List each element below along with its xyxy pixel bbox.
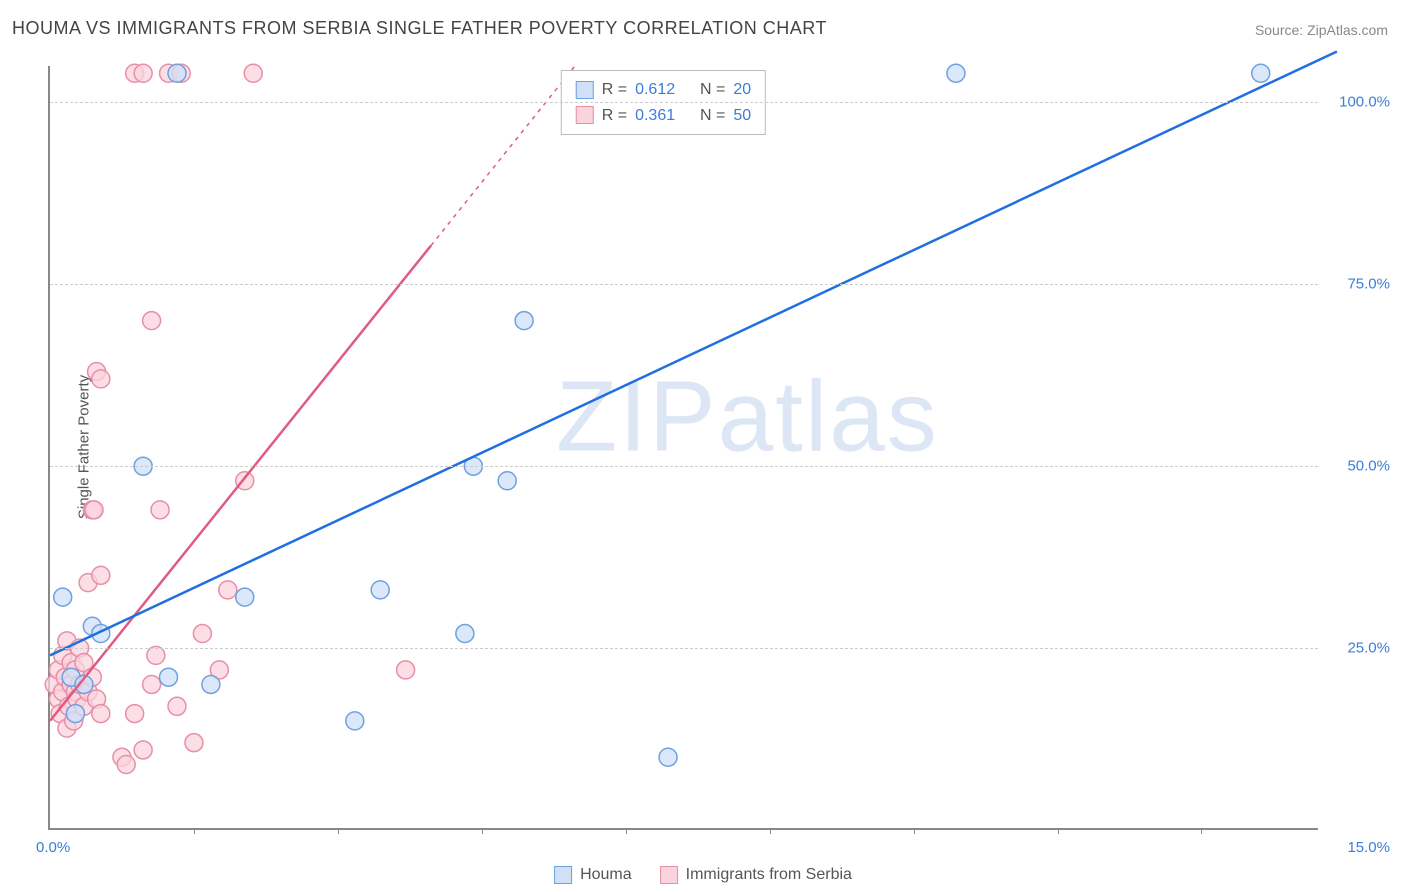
data-point (456, 625, 474, 643)
source-attribution: Source: ZipAtlas.com (1255, 22, 1388, 38)
trend-line (50, 246, 431, 721)
data-point (515, 312, 533, 330)
x-max-label: 15.0% (1347, 839, 1390, 856)
scatter-svg (50, 66, 1318, 828)
data-point (134, 64, 152, 82)
data-point (244, 64, 262, 82)
data-point (185, 734, 203, 752)
data-point (371, 581, 389, 599)
x-tick-mark (194, 828, 195, 834)
y-tick-label: 100.0% (1339, 94, 1390, 111)
data-point (92, 566, 110, 584)
y-tick-label: 25.0% (1347, 640, 1390, 657)
swatch-serbia (576, 106, 594, 124)
swatch-houma (576, 81, 594, 99)
x-origin-label: 0.0% (36, 839, 70, 856)
data-point (117, 756, 135, 774)
chart-title: HOUMA VS IMMIGRANTS FROM SERBIA SINGLE F… (12, 18, 827, 39)
x-tick-mark (482, 828, 483, 834)
gridline (50, 284, 1318, 285)
data-point (236, 588, 254, 606)
legend-label-houma: Houma (580, 866, 632, 884)
data-point (168, 64, 186, 82)
x-tick-mark (914, 828, 915, 834)
data-point (498, 472, 516, 490)
stats-n-prefix: N = (700, 77, 725, 103)
legend-label-serbia: Immigrants from Serbia (686, 866, 852, 884)
data-point (397, 661, 415, 679)
gridline (50, 466, 1318, 467)
x-tick-mark (770, 828, 771, 834)
stats-row-serbia: R = 0.361 N = 50 (576, 103, 751, 129)
legend-item-serbia: Immigrants from Serbia (660, 866, 852, 884)
data-point (126, 705, 144, 723)
stats-n-houma: 20 (733, 77, 751, 103)
data-point (143, 675, 161, 693)
y-tick-label: 50.0% (1347, 458, 1390, 475)
legend: Houma Immigrants from Serbia (554, 866, 852, 884)
x-tick-mark (1201, 828, 1202, 834)
x-tick-mark (1058, 828, 1059, 834)
y-tick-label: 75.0% (1347, 276, 1390, 293)
trend-line-dashed (431, 66, 575, 246)
trend-line (50, 51, 1337, 655)
gridline (50, 648, 1318, 649)
gridline (50, 102, 1318, 103)
data-point (92, 370, 110, 388)
data-point (92, 705, 110, 723)
data-point (54, 588, 72, 606)
data-point (1252, 64, 1270, 82)
data-point (659, 748, 677, 766)
legend-swatch-houma (554, 866, 572, 884)
data-point (168, 697, 186, 715)
x-tick-mark (338, 828, 339, 834)
x-tick-mark (626, 828, 627, 834)
data-point (219, 581, 237, 599)
data-point (151, 501, 169, 519)
data-point (134, 741, 152, 759)
stats-r-prefix2: R = (602, 103, 627, 129)
stats-row-houma: R = 0.612 N = 20 (576, 77, 751, 103)
data-point (202, 675, 220, 693)
legend-item-houma: Houma (554, 866, 632, 884)
stats-r-houma: 0.612 (635, 77, 675, 103)
data-point (160, 668, 178, 686)
stats-n-prefix2: N = (700, 103, 725, 129)
legend-swatch-serbia (660, 866, 678, 884)
data-point (346, 712, 364, 730)
data-point (66, 705, 84, 723)
stats-r-prefix: R = (602, 77, 627, 103)
data-point (85, 501, 103, 519)
stats-r-serbia: 0.361 (635, 103, 675, 129)
stats-n-serbia: 50 (733, 103, 751, 129)
chart-plot-area: Single Father Poverty ZIPatlas R = 0.612… (48, 66, 1318, 830)
data-point (193, 625, 211, 643)
data-point (143, 312, 161, 330)
data-point (947, 64, 965, 82)
